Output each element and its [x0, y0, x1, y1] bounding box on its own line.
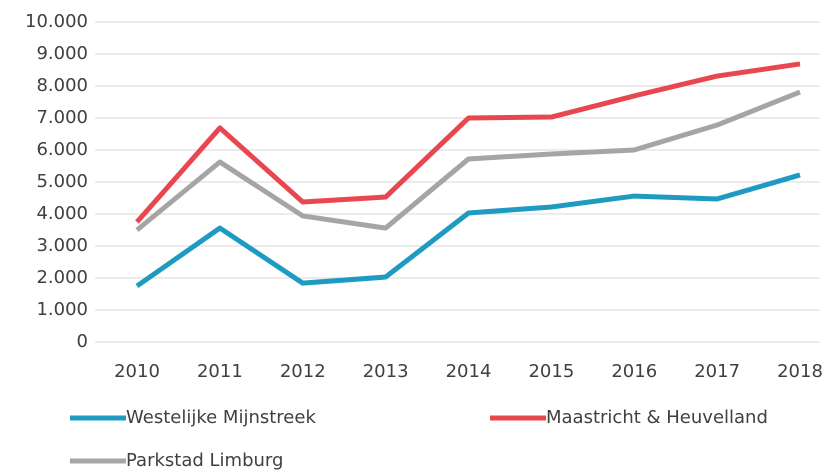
series-line: [135, 172, 801, 289]
x-tick-label: 2017: [694, 361, 740, 382]
x-tick-label: 2012: [280, 361, 326, 382]
x-tick-label: 2010: [114, 361, 160, 382]
y-tick-label: 8.000: [36, 75, 88, 96]
x-tick-label: 2015: [528, 361, 574, 382]
y-tick-label: 9.000: [36, 43, 88, 64]
y-tick-label: 3.000: [36, 235, 88, 256]
y-tick-label: 6.000: [36, 139, 88, 160]
x-tick-label: 2014: [446, 361, 492, 382]
legend-label: Maastricht & Heuvelland: [546, 407, 768, 428]
y-tick-label: 10.000: [25, 11, 88, 32]
x-tick-label: 2016: [611, 361, 657, 382]
legend-label: Westelijke Mijnstreek: [126, 407, 316, 428]
x-tick-label: 2011: [197, 361, 243, 382]
x-tick-label: 2018: [777, 361, 823, 382]
series-line: [135, 89, 801, 232]
y-tick-label: 1.000: [36, 299, 88, 320]
y-tick-label: 7.000: [36, 107, 88, 128]
y-tick-label: 2.000: [36, 267, 88, 288]
series-line: [135, 61, 801, 224]
y-tick-label: 5.000: [36, 171, 88, 192]
y-tick-label: 0: [77, 331, 88, 352]
y-tick-label: 4.000: [36, 203, 88, 224]
legend-label: Parkstad Limburg: [126, 450, 283, 471]
x-tick-label: 2013: [363, 361, 409, 382]
